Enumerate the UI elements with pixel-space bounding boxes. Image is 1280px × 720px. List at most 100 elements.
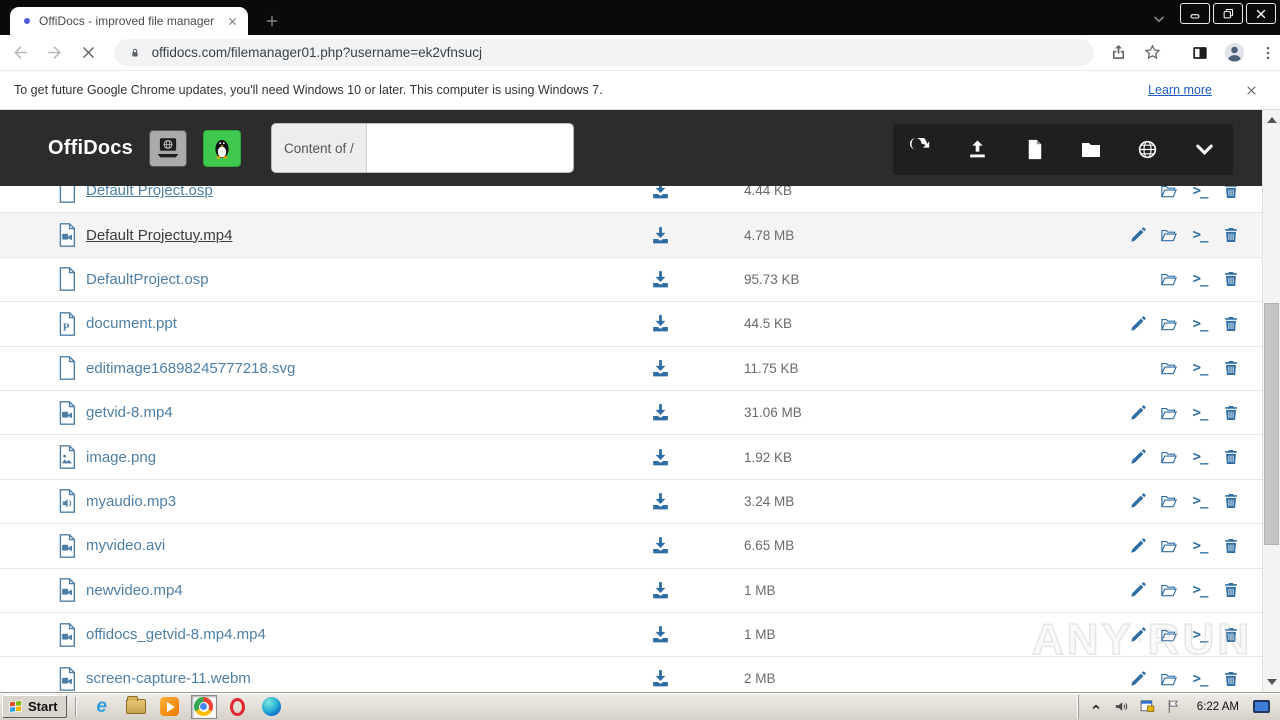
terminal-icon[interactable]: >_ [1192, 271, 1209, 288]
download-icon[interactable] [650, 535, 671, 556]
open-folder-icon[interactable] [1160, 226, 1178, 244]
download-icon[interactable] [650, 447, 671, 468]
edit-icon[interactable] [1129, 404, 1147, 422]
file-explorer-icon[interactable] [123, 695, 149, 719]
upload-icon[interactable] [965, 137, 991, 163]
window-close-button[interactable] [1246, 3, 1276, 24]
download-icon[interactable] [650, 580, 671, 601]
delete-icon[interactable] [1222, 270, 1240, 288]
download-icon[interactable] [650, 624, 671, 645]
tab-close-icon[interactable] [224, 13, 240, 29]
download-icon[interactable] [650, 668, 671, 689]
delete-icon[interactable] [1222, 226, 1240, 244]
delete-icon[interactable] [1222, 537, 1240, 555]
globe-icon[interactable] [1135, 137, 1161, 163]
window-minimize-button[interactable] [1180, 3, 1210, 24]
delete-icon[interactable] [1222, 315, 1240, 333]
share-icon[interactable] [1106, 41, 1130, 65]
profile-avatar[interactable] [1222, 41, 1246, 65]
file-link[interactable]: document.ppt [86, 315, 177, 333]
terminal-icon[interactable]: >_ [1192, 537, 1209, 554]
terminal-icon[interactable]: >_ [1192, 404, 1209, 421]
linux-apps-button[interactable] [202, 129, 241, 167]
forward-icon[interactable] [42, 40, 68, 66]
path-input[interactable] [366, 124, 573, 172]
file-link[interactable]: Default Projectuy.mp4 [86, 226, 233, 244]
open-folder-icon[interactable] [1160, 448, 1178, 466]
media-player-icon[interactable] [157, 695, 183, 719]
edit-icon[interactable] [1129, 315, 1147, 333]
file-link[interactable]: image.png [86, 448, 157, 466]
download-icon[interactable] [650, 402, 671, 423]
delete-icon[interactable] [1222, 186, 1240, 200]
edit-icon[interactable] [1129, 670, 1147, 688]
open-folder-icon[interactable] [1160, 492, 1178, 510]
file-link[interactable]: Default Project.osp [86, 186, 213, 200]
edit-icon[interactable] [1129, 537, 1147, 555]
terminal-icon[interactable]: >_ [1192, 360, 1209, 377]
start-button[interactable]: Start [2, 695, 67, 718]
edit-icon[interactable] [1129, 581, 1147, 599]
stop-icon[interactable] [76, 40, 102, 66]
terminal-icon[interactable]: >_ [1192, 626, 1209, 643]
file-link[interactable]: DefaultProject.osp [86, 270, 209, 288]
delete-icon[interactable] [1222, 626, 1240, 644]
download-icon[interactable] [650, 225, 671, 246]
open-folder-icon[interactable] [1160, 186, 1178, 200]
file-link[interactable]: editimage16898245777218.svg [86, 359, 296, 377]
refresh-icon[interactable] [908, 137, 934, 163]
folder-icon[interactable] [1078, 137, 1104, 163]
delete-icon[interactable] [1222, 404, 1240, 422]
terminal-icon[interactable]: >_ [1192, 670, 1209, 687]
opera-icon[interactable] [225, 695, 251, 719]
file-link[interactable]: offidocs_getvid-8.mp4.mp4 [86, 626, 266, 644]
open-folder-icon[interactable] [1160, 537, 1178, 555]
security-alert-icon[interactable] [1139, 698, 1157, 716]
browser-tab[interactable]: OffiDocs - improved file manager [10, 7, 248, 35]
terminal-icon[interactable]: >_ [1192, 493, 1209, 510]
open-folder-icon[interactable] [1160, 359, 1178, 377]
volume-icon[interactable] [1113, 698, 1131, 716]
side-panel-icon[interactable] [1188, 41, 1212, 65]
file-link[interactable]: myvideo.avi [86, 537, 166, 555]
terminal-icon[interactable]: >_ [1192, 582, 1209, 599]
tray-expand-icon[interactable] [1087, 698, 1105, 716]
edge-icon[interactable] [259, 695, 285, 719]
scroll-up-icon[interactable] [1263, 112, 1280, 128]
bookmark-star-icon[interactable] [1140, 41, 1164, 65]
action-center-flag-icon[interactable] [1165, 698, 1183, 716]
learn-more-link[interactable]: Learn more [1148, 83, 1212, 97]
chrome-icon[interactable] [190, 694, 217, 719]
edit-icon[interactable] [1129, 226, 1147, 244]
address-bar[interactable]: offidocs.com/filemanager01.php?username=… [113, 39, 1094, 66]
file-link[interactable]: myaudio.mp3 [86, 492, 177, 510]
edit-icon[interactable] [1129, 626, 1147, 644]
open-folder-icon[interactable] [1160, 626, 1178, 644]
terminal-icon[interactable]: >_ [1192, 186, 1209, 199]
file-link[interactable]: newvideo.mp4 [86, 581, 183, 599]
scrollbar-thumb[interactable] [1264, 303, 1279, 545]
download-icon[interactable] [650, 186, 671, 201]
scroll-down-icon[interactable] [1263, 674, 1280, 690]
open-folder-icon[interactable] [1160, 315, 1178, 333]
delete-icon[interactable] [1222, 359, 1240, 377]
open-folder-icon[interactable] [1160, 270, 1178, 288]
terminal-icon[interactable]: >_ [1192, 315, 1209, 332]
download-icon[interactable] [650, 269, 671, 290]
network-display-icon[interactable] [1253, 700, 1270, 713]
new-tab-button[interactable] [260, 9, 284, 33]
delete-icon[interactable] [1222, 448, 1240, 466]
open-folder-icon[interactable] [1160, 670, 1178, 688]
edit-icon[interactable] [1129, 448, 1147, 466]
download-icon[interactable] [650, 358, 671, 379]
file-link[interactable]: getvid-8.mp4 [86, 404, 173, 422]
chevron-down-icon[interactable] [1192, 137, 1218, 163]
terminal-icon[interactable]: >_ [1192, 449, 1209, 466]
page-scrollbar[interactable] [1262, 110, 1280, 692]
web-desktop-button[interactable] [148, 129, 187, 167]
delete-icon[interactable] [1222, 581, 1240, 599]
terminal-icon[interactable]: >_ [1192, 227, 1209, 244]
delete-icon[interactable] [1222, 492, 1240, 510]
tray-clock[interactable]: 6:22 AM [1196, 700, 1239, 713]
internet-explorer-icon[interactable]: e [96, 696, 107, 717]
